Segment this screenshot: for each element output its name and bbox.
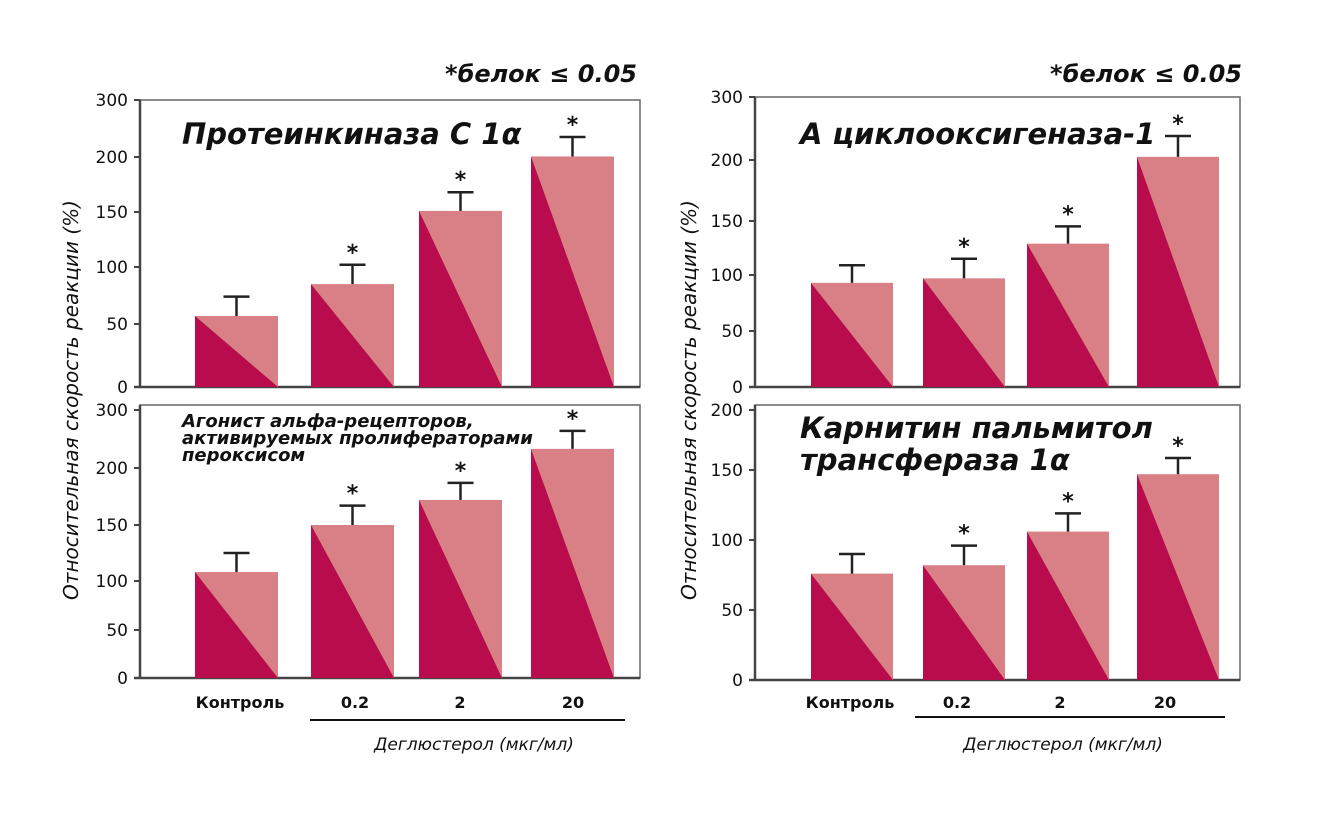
bar-Контроль <box>811 264 893 387</box>
bar-dark-part <box>811 282 893 387</box>
significance-asterisk: * <box>1172 434 1184 459</box>
panel-title-line: пероксисом <box>182 445 305 466</box>
x-tick-label: Контроль <box>196 693 285 712</box>
panel-2: 0 50 100 150 200 300 Агонист альфа-рецепторов,… <box>96 401 641 755</box>
bar-dark-part <box>311 284 394 387</box>
x-tick-label: 0.2 <box>341 693 369 712</box>
significance-asterisk: * <box>1062 202 1074 227</box>
bar-Контроль <box>811 552 893 680</box>
panel-title-line: трансфераза 1α <box>800 443 1071 477</box>
y-tick-label: 0 <box>732 378 743 398</box>
bar-Контроль <box>195 551 278 678</box>
y-tick-label: 150 <box>711 212 743 232</box>
bar-0.2: * <box>311 241 394 387</box>
significance-asterisk: * <box>347 482 359 507</box>
y-tick-label: 100 <box>96 572 128 592</box>
y-tick-label: 50 <box>106 621 128 641</box>
y-tick-label: 200 <box>96 459 128 479</box>
panel-title: Протеинкиназа С 1α <box>182 117 522 151</box>
y-tick-label: 50 <box>721 601 743 621</box>
panel-title: А циклооксигеназа-1 <box>798 117 1155 151</box>
x-axis-label: Деглюстерол (мкг/мл) <box>962 735 1163 755</box>
y-tick-label: 200 <box>96 148 128 168</box>
bar-20: * <box>531 113 614 387</box>
y-tick-label: 100 <box>711 266 743 286</box>
bar-dark-part <box>531 156 614 387</box>
y-axis-label-left: Относительная скорость реакции (%) <box>59 200 83 600</box>
x-tick-label: 20 <box>562 693 584 712</box>
y-tick-label: 100 <box>96 258 128 278</box>
x-tick-label: 2 <box>1054 693 1065 712</box>
significance-asterisk: * <box>1172 112 1184 137</box>
significance-asterisk: * <box>567 407 579 432</box>
y-tick-label: 0 <box>117 378 128 398</box>
significance-asterisk: * <box>958 235 970 260</box>
y-tick-label: 300 <box>96 401 128 421</box>
bar-dark-part <box>923 278 1005 387</box>
bar-0.2: * <box>923 235 1005 387</box>
bar-0.2: * <box>311 482 394 678</box>
panel-1: 0 50 100 150 200 300 Протеинкиназа С 1α * * * <box>96 91 641 398</box>
y-tick-label: 300 <box>96 91 128 111</box>
y-tick-label: 150 <box>96 516 128 536</box>
bar-dark-part <box>531 448 614 678</box>
significance-asterisk: * <box>567 113 579 138</box>
bar-Контроль <box>195 295 278 387</box>
bar-dark-part <box>195 316 278 387</box>
y-axis-label-right: Относительная скорость реакции (%) <box>677 200 701 600</box>
significance-asterisk: * <box>958 522 970 547</box>
bar-dark-part <box>1027 243 1109 387</box>
significance-note-right: *белок ≤ 0.05 <box>1050 60 1242 88</box>
bar-2: * <box>419 168 502 387</box>
y-tick-label: 50 <box>721 322 743 342</box>
y-tick-label: 150 <box>96 203 128 223</box>
x-axis-label: Деглюстерол (мкг/мл) <box>373 735 574 755</box>
y-tick-label: 100 <box>711 531 743 551</box>
y-tick-label: 200 <box>711 151 743 171</box>
panel-title-line: Агонист альфа-рецепторов, <box>180 411 474 432</box>
bar-2: * <box>1027 489 1109 680</box>
y-tick-label: 150 <box>711 461 743 481</box>
bar-20: * <box>1137 434 1219 680</box>
y-tick-label: 0 <box>732 671 743 691</box>
bar-20: * <box>1137 112 1219 387</box>
significance-asterisk: * <box>347 241 359 266</box>
y-tick-label: 0 <box>117 669 128 689</box>
panel-4: 0 50 100 150 200 Карнитин пальмитолтрансфераз… <box>711 401 1241 755</box>
bar-dark-part <box>1137 156 1219 387</box>
significance-asterisk: * <box>455 459 467 484</box>
y-tick-label: 200 <box>711 401 743 421</box>
bar-dark-part <box>811 573 893 680</box>
y-tick-label: 300 <box>711 88 743 108</box>
bar-dark-part <box>311 525 394 678</box>
x-tick-label: 0.2 <box>943 693 971 712</box>
x-tick-label: Контроль <box>806 693 895 712</box>
bar-dark-part <box>1027 531 1109 680</box>
panel-title-line: Карнитин пальмитол <box>800 411 1153 445</box>
bar-2: * <box>419 459 502 678</box>
bar-dark-part <box>1137 474 1219 680</box>
panel-3: 0 50 100 150 200 300 А циклооксигеназа-1 * * * <box>711 88 1241 398</box>
bar-0.2: * <box>923 522 1005 680</box>
bar-dark-part <box>419 210 502 387</box>
bar-dark-part <box>419 499 502 678</box>
significance-note-left: *белок ≤ 0.05 <box>445 60 637 88</box>
bar-2: * <box>1027 202 1109 387</box>
significance-asterisk: * <box>1062 489 1074 514</box>
bar-dark-part <box>923 565 1005 680</box>
x-tick-label: 2 <box>454 693 465 712</box>
panel-title-line: активируемых пролифераторами <box>182 428 533 449</box>
bar-20: * <box>531 407 614 678</box>
significance-asterisk: * <box>455 168 467 193</box>
bar-dark-part <box>195 572 278 678</box>
y-tick-label: 50 <box>106 315 128 335</box>
x-tick-label: 20 <box>1154 693 1176 712</box>
